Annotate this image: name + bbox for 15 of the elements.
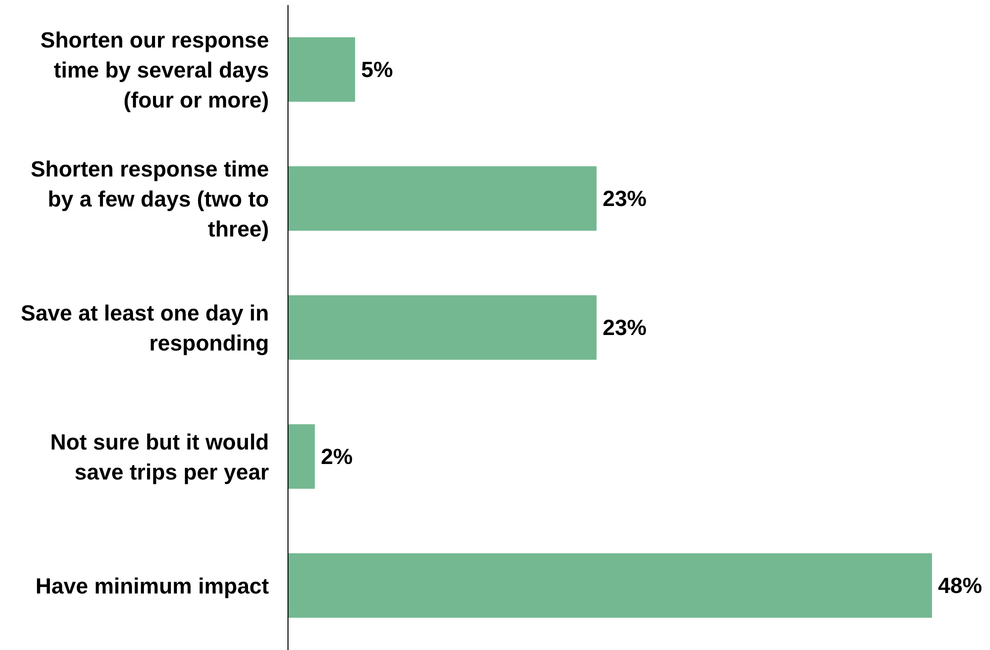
bar bbox=[288, 424, 315, 489]
data-label: 23% bbox=[602, 186, 647, 211]
y-tick-label: Not sure but it would save trips per year bbox=[50, 429, 270, 484]
bar bbox=[288, 553, 932, 618]
bar bbox=[288, 295, 597, 360]
data-label: 2% bbox=[320, 444, 353, 469]
y-tick-label: Have minimum impact bbox=[35, 573, 270, 598]
y-tick-label: Shorten our response time by several days (four or more) bbox=[40, 27, 269, 112]
y-tick-label: Shorten response time by a few days (two to three) bbox=[30, 156, 269, 241]
data-label: 48% bbox=[938, 573, 982, 598]
data-label: 5% bbox=[361, 57, 393, 82]
y-tick-label: Save at least one day in responding bbox=[20, 300, 269, 355]
data-label: 23% bbox=[602, 315, 647, 340]
bar bbox=[288, 37, 356, 102]
bar bbox=[288, 166, 597, 231]
